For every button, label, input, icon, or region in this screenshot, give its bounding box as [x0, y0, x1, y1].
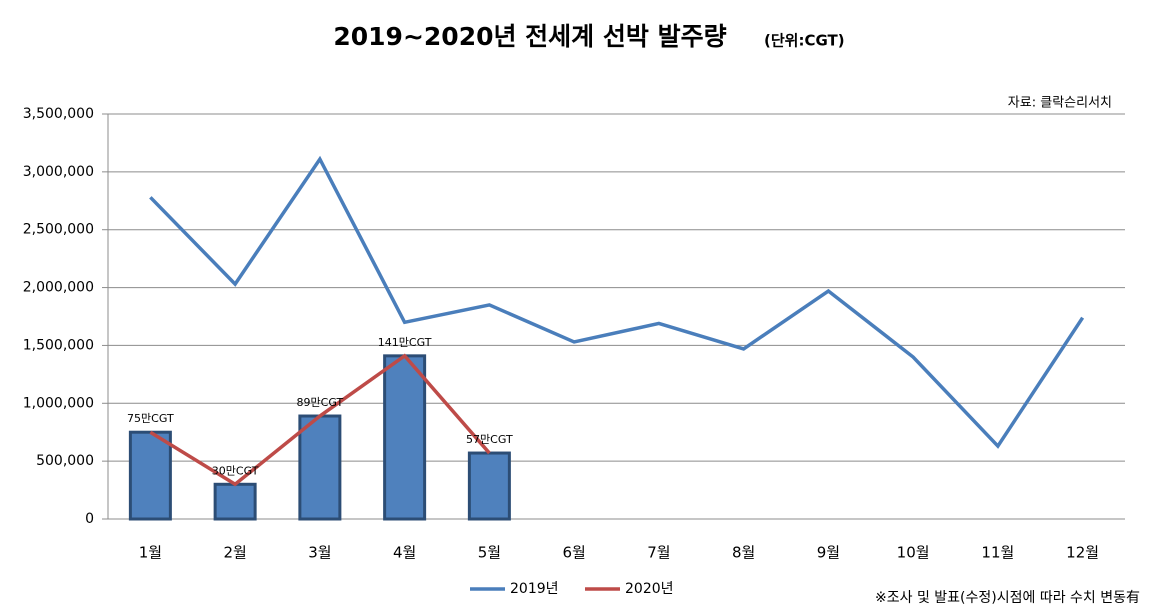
- y-tick-label: 3,500,000: [23, 106, 94, 122]
- x-tick-label: 9월: [817, 544, 840, 562]
- x-tick-label: 5월: [478, 544, 501, 562]
- data-label: 75만CGT: [127, 412, 174, 425]
- bar: [383, 354, 427, 521]
- bar: [213, 482, 257, 521]
- line: [149, 353, 491, 487]
- x-tick-label: 2월: [223, 544, 246, 562]
- x-tick-label: 1월: [139, 544, 162, 562]
- data-label: 89만CGT: [297, 396, 344, 409]
- y-tick-label: 2,000,000: [23, 280, 94, 296]
- x-tick-label: 12월: [1066, 544, 1099, 562]
- note: ※조사 및 발표(수정)시점에 따라 수치 변동有: [875, 590, 1140, 606]
- x-tick-label: 10월: [897, 544, 930, 562]
- x-tick-label: 11월: [981, 544, 1014, 562]
- data-label: 57만CGT: [466, 433, 513, 446]
- bar: [128, 430, 172, 521]
- x-tick-label: 3월: [308, 544, 331, 562]
- y-tick-label: 0: [85, 511, 94, 527]
- chart-title: 2019~2020년 전세계 선박 발주량: [333, 22, 726, 51]
- y-tick-label: 500,000: [36, 453, 94, 469]
- x-tick-label: 8월: [732, 544, 755, 562]
- x-tick-label: 4월: [393, 544, 416, 562]
- data-label: 30만CGT: [212, 464, 259, 477]
- x-tick-label: 6월: [562, 544, 585, 562]
- bar: [298, 414, 342, 521]
- data-label: 141만CGT: [378, 336, 432, 349]
- legend-label: 2020년: [625, 581, 674, 597]
- legend-label: 2019년: [510, 581, 559, 597]
- bar: [467, 451, 511, 521]
- y-tick-label: 1,000,000: [23, 395, 94, 411]
- y-tick-label: 1,500,000: [23, 337, 94, 353]
- source: 자료: 클락슨리서치: [1008, 96, 1112, 111]
- chart-subtitle: (단위:CGT): [764, 32, 845, 50]
- y-tick-label: 2,500,000: [23, 222, 94, 238]
- line: [149, 155, 1085, 449]
- y-tick-label: 3,000,000: [23, 164, 94, 180]
- x-tick-label: 7월: [647, 544, 670, 562]
